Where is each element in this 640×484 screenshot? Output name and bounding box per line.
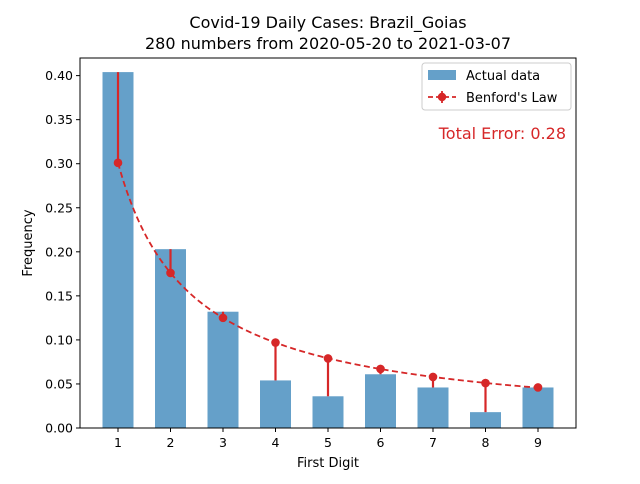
- benford-marker-digit-4: [271, 338, 280, 347]
- legend-benford-label: Benford's Law: [466, 91, 558, 106]
- y-tick-label-2: 0.10: [45, 332, 73, 347]
- bar-digit-6: [365, 374, 396, 428]
- bar-digit-3: [207, 311, 239, 428]
- x-tick-label-3: 3: [219, 435, 227, 450]
- y-tick-label-6: 0.30: [45, 156, 73, 171]
- y-tick-label-7: 0.35: [45, 112, 73, 127]
- y-tick-label-4: 0.20: [45, 244, 73, 259]
- benford-layer: [113, 158, 543, 392]
- y-tick-label-3: 0.15: [45, 288, 73, 303]
- benford-marker-digit-1: [113, 158, 123, 168]
- legend-box: [421, 62, 572, 111]
- bar-digit-4: [260, 380, 291, 428]
- y-tick-label-8: 0.40: [45, 68, 73, 83]
- x-axis-label: First Digit: [297, 456, 359, 471]
- x-tick-label-6: 6: [377, 435, 385, 450]
- legend-actual-label: Actual data: [466, 69, 540, 84]
- x-tick-label-9: 9: [534, 435, 542, 450]
- residuals-layer: [116, 72, 487, 413]
- benford-marker-digit-8: [481, 378, 490, 388]
- benford-marker-digit-3: [218, 313, 228, 323]
- x-tick-label-2: 2: [167, 435, 175, 450]
- bar-digit-8: [470, 412, 501, 428]
- total-error-annotation: Total Error: 0.28: [438, 124, 566, 143]
- benford-marker-digit-5: [323, 354, 333, 363]
- x-tick-label-8: 8: [482, 435, 490, 450]
- benford-marker-digit-2: [166, 268, 175, 278]
- benford-marker-digit-7: [428, 372, 438, 382]
- chart-title: Covid-19 Daily Cases: Brazil_Goias: [189, 13, 466, 33]
- bar-digit-2: [155, 249, 186, 428]
- chart-subtitle: 280 numbers from 2020-05-20 to 2021-03-0…: [145, 34, 511, 53]
- y-tick-label-0: 0.00: [45, 421, 73, 436]
- legend-bar-swatch: [428, 70, 456, 80]
- x-tick-label-5: 5: [324, 435, 332, 450]
- x-tick-label-4: 4: [272, 435, 280, 450]
- x-axis: 1 2 3 4 5 6 7 8 9: [114, 428, 542, 450]
- bar-digit-9: [522, 387, 554, 428]
- y-tick-label-1: 0.05: [45, 376, 73, 391]
- benford-marker-digit-6: [376, 364, 385, 374]
- bar-digit-7: [417, 387, 449, 428]
- y-axis: 0.00 0.05 0.10 0.15 0.20 0.25 0.30 0.35 0.40: [45, 68, 80, 436]
- bar-digit-5: [312, 396, 344, 428]
- benford-marker-digit-9: [533, 383, 543, 392]
- bars-layer: [102, 72, 554, 428]
- y-axis-label: Frequency: [21, 209, 36, 276]
- x-tick-label-1: 1: [114, 435, 122, 450]
- y-tick-label-5: 0.25: [45, 200, 73, 215]
- x-tick-label-7: 7: [429, 435, 437, 450]
- legend: Actual data Benford's Law: [421, 62, 572, 111]
